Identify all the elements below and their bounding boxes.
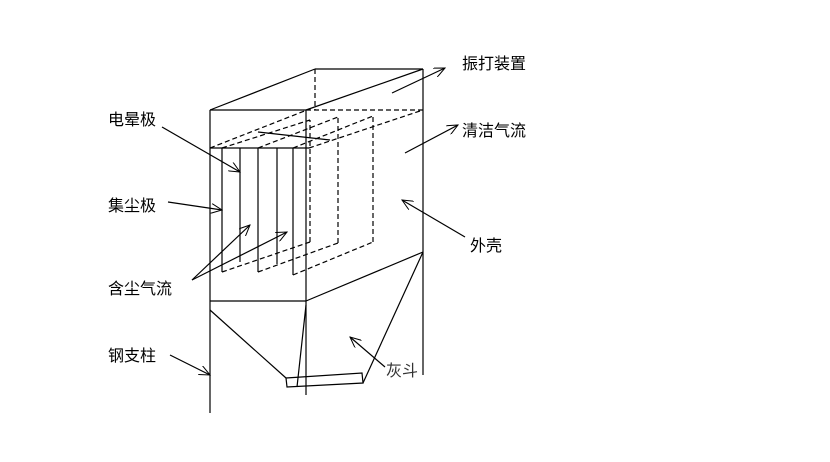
label-collecting-electrode: 集尘极	[108, 196, 157, 215]
label-dusty-gas: 含尘气流	[108, 279, 173, 298]
housing	[209, 68, 424, 413]
collecting-plates	[221, 115, 374, 276]
label-ash-hopper: 灰斗	[386, 361, 419, 380]
label-steel-column: 钢支柱	[108, 346, 157, 365]
label-rapping-device: 振打装置	[462, 54, 527, 73]
label-shell: 外壳	[470, 236, 503, 255]
label-arrows	[161, 67, 466, 375]
label-discharge-electrode: 电晕极	[108, 110, 157, 129]
label-clean-gas: 清洁气流	[462, 121, 527, 140]
ash-hopper	[209, 251, 424, 388]
